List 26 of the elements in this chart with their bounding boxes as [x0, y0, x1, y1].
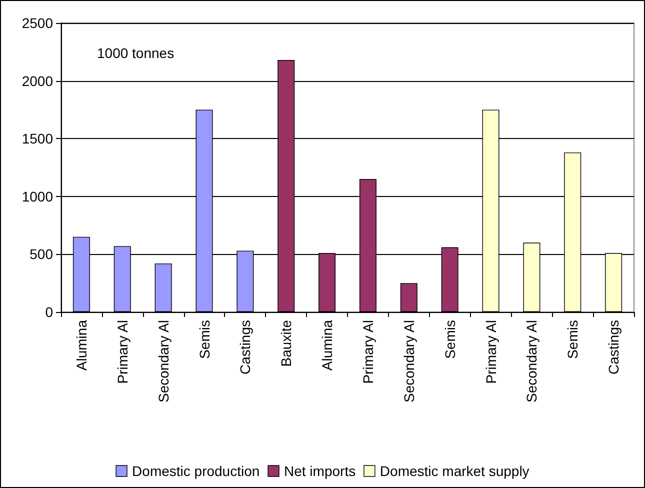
- x-tick-label: Semis: [442, 320, 458, 359]
- bar: [400, 283, 418, 312]
- x-tick-label: Semis: [564, 320, 581, 359]
- bar: [154, 263, 172, 312]
- x-tick-label: Primary Al: [360, 320, 376, 384]
- x-tick-label: Primary Al: [482, 320, 499, 384]
- x-tick-label: Castings: [237, 320, 254, 374]
- legend-label: Net imports: [284, 463, 356, 479]
- x-tick-label: Alumina: [319, 320, 336, 371]
- annotation: 1000 tonnes: [97, 45, 174, 61]
- x-tick-label: Secondary Al: [524, 320, 540, 402]
- x-tick-label: Alumina: [73, 320, 90, 371]
- legend-label: Domestic market supply: [380, 463, 530, 479]
- x-tick-label: Primary Al: [114, 320, 130, 384]
- y-tick-label: 2500: [22, 15, 54, 31]
- y-tick-label: 1000: [22, 188, 54, 204]
- x-tick-label: Semis: [196, 320, 212, 359]
- y-tick-label: 500: [30, 246, 54, 262]
- y-tick-label: 0: [45, 304, 54, 320]
- x-tick-label: Secondary Al: [400, 320, 417, 402]
- x-tick-label: Secondary Al: [155, 320, 172, 402]
- x-tick-label: Bauxite: [278, 320, 294, 367]
- y-tick-label: 1500: [22, 130, 54, 147]
- y-tick-label: 2000: [22, 72, 54, 89]
- x-tick-label: Castings: [606, 320, 622, 374]
- legend-label: Domestic production: [132, 463, 260, 479]
